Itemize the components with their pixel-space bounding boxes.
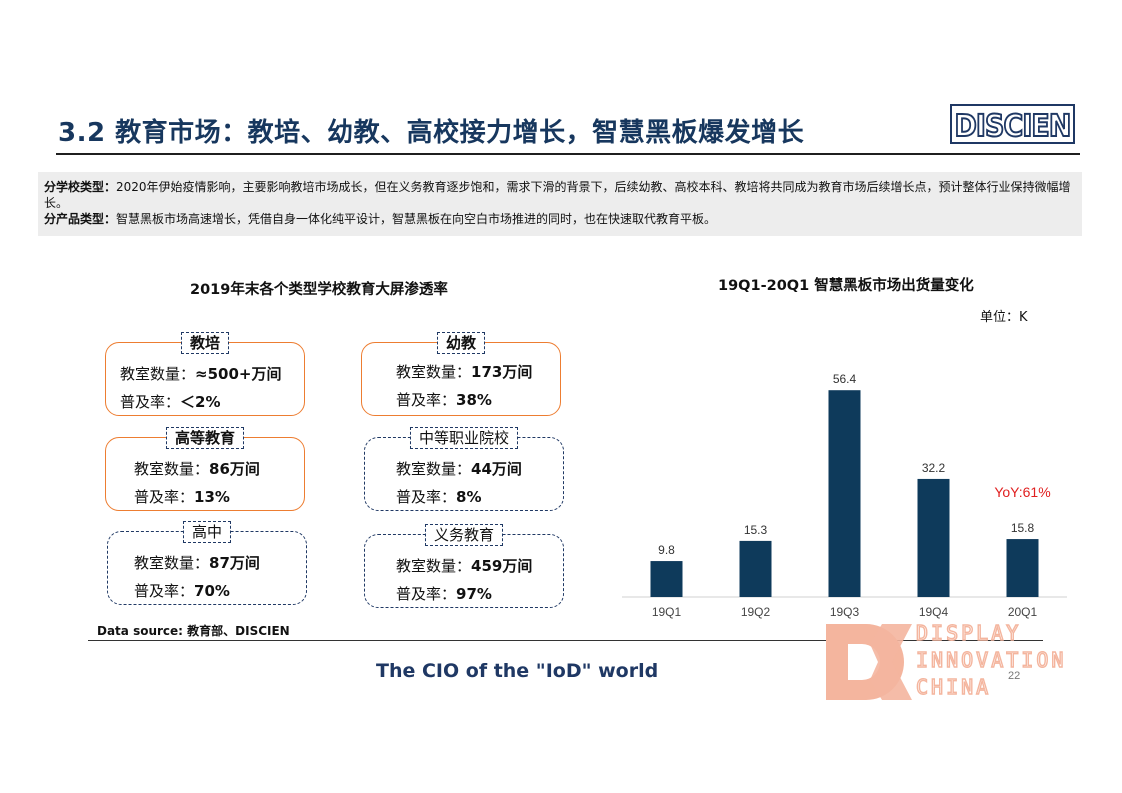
summary-school-type: 分学校类型：2020年伊始疫情影响，主要影响教培市场成长，但在义务教育逐步饱和，… [44, 179, 1074, 211]
card-rate: 普及率：38% [396, 391, 492, 409]
discien-logo: DISCIEN [950, 104, 1075, 144]
penetration-title: 2019年末各个类型学校教育大屏渗透率 [190, 282, 448, 298]
tick-label-19Q3: 19Q3 [830, 605, 860, 619]
page-number: 22 [1008, 670, 1021, 682]
footer-divider [88, 640, 1043, 641]
card-rate: 普及率：97% [396, 585, 492, 603]
bar-19Q2 [739, 540, 772, 597]
bar-20Q1 [1006, 539, 1039, 597]
card-rooms: 教室数量：87万间 [134, 554, 260, 572]
card-rate: 普及率：＜2% [120, 393, 221, 411]
card-tag: 高等教育 [165, 427, 245, 449]
value-label-19Q3: 56.4 [833, 372, 857, 386]
card-vocational: 中等职业院校 教室数量：44万间 普及率：8% [364, 427, 564, 511]
value-label-20Q1: 15.8 [1011, 521, 1035, 535]
shipment-bar-chart: 9.8 19Q1 15.3 19Q2 56.4 19Q3 32.2 19Q4 15.8 20Q1 Y… [622, 372, 1067, 619]
dic-mark-icon [826, 624, 912, 700]
chart-title: 19Q1-20Q1 智慧黑板市场出货量变化 [718, 278, 974, 294]
summary-product-type: 分产品类型：智慧黑板市场高速增长，凭借自身一体化纯平设计，智慧黑板在向空白市场推… [44, 211, 1074, 227]
card-rate: 普及率：70% [134, 582, 230, 600]
tick-label-19Q2: 19Q2 [741, 605, 771, 619]
tagline: The CIO of the "IoD" world [376, 660, 659, 682]
dic-watermark-logo: DISPLAY INNOVATION CHINA [826, 620, 1066, 700]
summary-product-text: 智慧黑板市场高速增长，凭借自身一体化纯平设计，智慧黑板在向空白市场推进的同时，也… [116, 212, 717, 226]
value-label-19Q4: 32.2 [922, 461, 946, 475]
card-higher-education: 高等教育 教室数量：86万间 普及率：13% [105, 427, 305, 511]
card-rooms: 教室数量：44万间 [396, 460, 522, 478]
card-preschool: 幼教 教室数量：173万间 普及率：38% [361, 332, 561, 416]
card-tag: 义务教育 [424, 524, 504, 546]
chart-unit: 单位：K [980, 310, 1028, 325]
card-tag: 教培 [180, 332, 230, 354]
summary-school-label: 分学校类型： [44, 180, 117, 194]
card-rate: 普及率：8% [396, 488, 482, 506]
card-education-training: 教培 教室数量：≈500+万间 普及率：＜2% [105, 332, 305, 416]
bar-19Q1 [650, 561, 683, 597]
card-tag: 高中 [182, 521, 232, 543]
tick-label-19Q1: 19Q1 [652, 605, 682, 619]
logo-text: DISCIEN [955, 109, 1071, 144]
card-rooms: 教室数量：≈500+万间 [120, 365, 282, 383]
summary-product-label: 分产品类型： [44, 212, 117, 226]
card-rooms: 教室数量：173万间 [396, 363, 533, 381]
page-title: 3.2 教育市场：教培、幼教、高校接力增长，智慧黑板爆发增长 [58, 118, 805, 148]
watermark-line-2: INNOVATION [916, 648, 1066, 672]
card-rooms: 教室数量：459万间 [396, 557, 533, 575]
card-rooms: 教室数量：86万间 [134, 460, 260, 478]
card-compulsory: 义务教育 教室数量：459万间 普及率：97% [364, 524, 564, 608]
summary-school-text: 2020年伊始疫情影响，主要影响教培市场成长，但在义务教育逐步饱和，需求下滑的背… [44, 180, 1071, 210]
card-tag: 中等职业院校 [409, 427, 519, 449]
value-label-19Q2: 15.3 [744, 523, 768, 537]
tick-label-20Q1: 20Q1 [1008, 605, 1038, 619]
watermark-line-3: CHINA [916, 675, 991, 699]
bar-19Q4 [917, 478, 950, 597]
card-tag: 幼教 [436, 332, 486, 354]
summary-box: 分学校类型：2020年伊始疫情影响，主要影响教培市场成长，但在义务教育逐步饱和，… [38, 172, 1082, 236]
data-source: Data source: 教育部、DISCIEN [97, 624, 290, 638]
yoy-annotation: YoY:61% [994, 484, 1050, 500]
card-rate: 普及率：13% [134, 488, 230, 506]
card-high-school: 高中 教室数量：87万间 普及率：70% [107, 521, 307, 605]
watermark-line-1: DISPLAY [916, 621, 1021, 645]
bar-19Q3 [828, 390, 861, 597]
title-divider [56, 153, 1080, 155]
tick-label-19Q4: 19Q4 [919, 605, 949, 619]
value-label-19Q1: 9.8 [658, 543, 675, 557]
